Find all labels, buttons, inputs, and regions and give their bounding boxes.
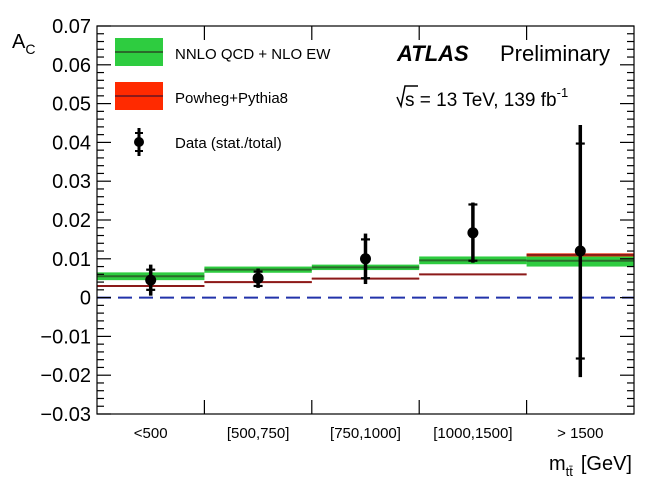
legend-label-powheg: Powheg+Pythia8 — [175, 90, 288, 107]
data-point-1 — [252, 272, 264, 284]
y-tick-label-2: −0.01 — [40, 326, 91, 348]
y-tick-label-5: 0.02 — [52, 210, 91, 232]
y-tick-label-3: 0 — [80, 288, 91, 310]
y-tick-label-1: −0.02 — [40, 365, 91, 387]
y-tick-label-4: 0.01 — [52, 249, 91, 271]
data-point-0 — [145, 274, 157, 286]
preliminary-label: Preliminary — [500, 41, 610, 66]
x-tick-label-2: [750,1000] — [330, 425, 401, 442]
y-tick-label-0: −0.03 — [40, 404, 91, 426]
y-tick-label-6: 0.03 — [52, 171, 91, 193]
y-tick-label-9: 0.06 — [52, 55, 91, 77]
x-tick-label-4: > 1500 — [557, 425, 603, 442]
atlas-label: ATLAS — [396, 41, 469, 66]
x-tick-label-1: [500,750] — [227, 425, 290, 442]
data-point-2 — [360, 253, 371, 265]
x-tick-label-3: [1000,1500] — [433, 425, 512, 442]
x-axis-label: mtt̄ [GeV] — [549, 453, 632, 479]
y-axis-label: AC — [12, 31, 35, 57]
y-tick-label-8: 0.05 — [52, 94, 91, 116]
plot-frame — [96, 25, 635, 415]
energy-lumi-label: s = 13 TeV, 139 fb-1 — [396, 85, 568, 111]
x-tick-label-0: <500 — [134, 425, 168, 442]
y-tick-label-10: 0.07 — [52, 16, 91, 38]
data-point-3 — [467, 227, 479, 239]
legend-label-data: Data (stat./total) — [175, 135, 282, 152]
svg-text:s = 13 TeV, 139 fb-1: s = 13 TeV, 139 fb-1 — [405, 85, 568, 111]
data-points — [145, 124, 586, 378]
legend: NNLO QCD + NLO EW Powheg+Pythia8 Data (s… — [115, 38, 331, 156]
y-tick-label-7: 0.04 — [52, 132, 91, 154]
legend-label-nnlo: NNLO QCD + NLO EW — [175, 46, 331, 63]
axes: −0.03 −0.02 −0.01 0 0.01 0.02 0.03 0.04 0.05 0.06… — [40, 16, 635, 442]
data-point-4 — [574, 245, 586, 257]
legend-marker-data — [134, 128, 144, 156]
